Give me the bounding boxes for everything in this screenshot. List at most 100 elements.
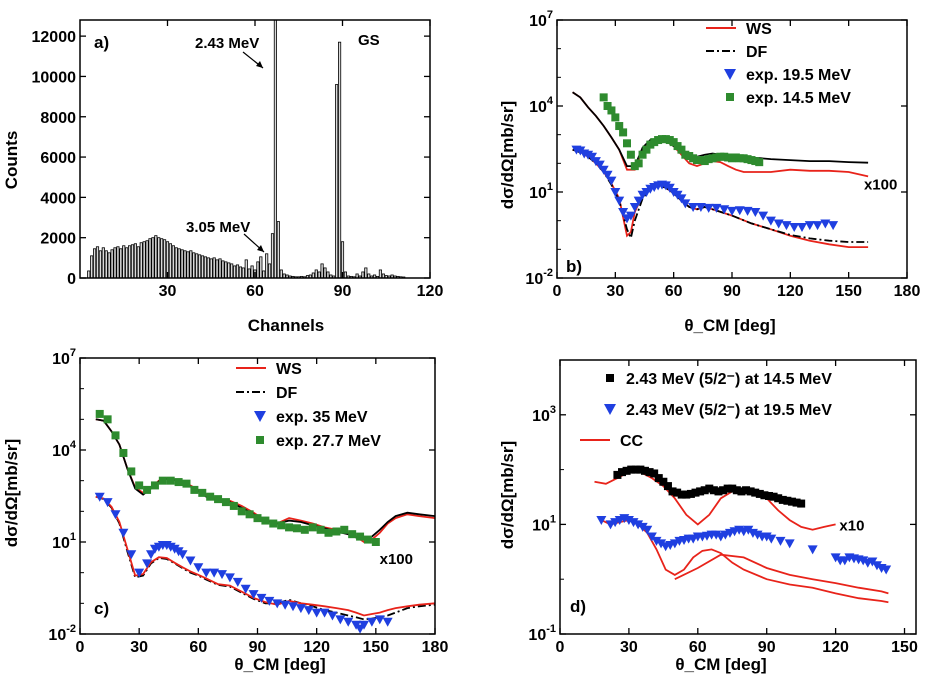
series-4-exp-35-mev-point (110, 510, 121, 520)
panel-c-xlabel: θ_CM [deg] (234, 655, 325, 674)
x-tick-label: 0 (76, 639, 85, 656)
panel-b-ylabel: dσ/dΩ[mb/sr] (498, 101, 517, 209)
series-4-exp-19-5-mev-point (727, 206, 737, 216)
series-4-exp-19-5-mev-point (828, 221, 839, 231)
legend-label: CC (620, 433, 644, 450)
panel-a-ylabel: Counts (2, 131, 21, 190)
legend-label: DF (276, 385, 298, 402)
y-tick-label: 101 (532, 513, 556, 534)
series-3-2-43-mev-5-2-at-14-5-mev-point (631, 465, 640, 474)
y-tick-exponent: 7 (70, 347, 76, 359)
panel-c-label: c) (94, 599, 109, 618)
series-4-2-43-mev-5-2-at-19-5-mev-point (881, 565, 892, 575)
series-3-2-43-mev-5-2-at-14-5-mev-point (650, 469, 659, 478)
bar-channel-67 (273, 19, 277, 279)
bar-channel-39 (192, 252, 196, 279)
series-4-exp-19-5-mev-point (734, 206, 745, 216)
series-4-2-43-mev-5-2-at-19-5-mev-point (839, 556, 850, 566)
bar-channel-20 (136, 246, 140, 279)
series-4-exp-35-mev-point (366, 617, 377, 627)
series-4-exp-35-mev-point (359, 620, 369, 630)
series-2-df-line (572, 148, 869, 243)
series-3-2-43-mev-5-2-at-14-5-mev-point (709, 486, 718, 495)
panel-b-label: b) (566, 257, 582, 276)
annotation-arrowhead (257, 245, 264, 252)
series-5-exp-27-7-mev-point (119, 448, 128, 457)
y-tick-label: 10000 (32, 69, 77, 86)
series-4-exp-19-5-mev-point (742, 206, 753, 216)
bar-channel-83 (320, 263, 324, 279)
series-4-2-43-mev-5-2-at-19-5-mev-point (867, 557, 878, 567)
series-2-line (674, 553, 889, 595)
y-tick-exponent: 1 (550, 513, 556, 525)
legend-label: DF (746, 44, 768, 61)
series-5-exp-27-7-mev-point (135, 481, 144, 490)
series-5-exp-27-7-mev-point (356, 532, 365, 541)
series-5-exp-27-7-mev-point (103, 415, 112, 424)
series-4-exp-19-5-mev-point (633, 196, 644, 206)
bar-channel-32 (171, 245, 175, 279)
series-3-2-43-mev-5-2-at-14-5-mev-point (765, 491, 774, 500)
series-4-2-43-mev-5-2-at-19-5-mev-point (651, 536, 662, 546)
bar-channel-43 (203, 256, 207, 279)
series-4-exp-19-5-mev-point (660, 181, 671, 191)
y-tick-label: 0 (67, 271, 76, 288)
bar-channel-42 (200, 255, 205, 279)
series-4-2-43-mev-5-2-at-19-5-mev-point (784, 539, 795, 549)
x-tick-label: 0 (553, 283, 562, 300)
series-4-exp-35-mev-point (209, 568, 220, 578)
bar-channel-65 (268, 263, 272, 279)
x-tick-label: 30 (130, 639, 148, 656)
bar-channel-15 (122, 245, 126, 279)
bar-channel-56 (241, 267, 245, 279)
bar-channel-19 (133, 243, 137, 279)
panel-c-plot: 0 30 60 90 120 150 180 10-2 101 104 107 x100 WS DF exp… (48, 347, 448, 656)
series-3-2-43-mev-5-2-at-14-5-mev-point (714, 487, 723, 496)
series-5-exp-27-7-mev-point (214, 495, 223, 504)
series-5-exp-14-5-mev-point (755, 158, 764, 167)
bar-channel-103 (378, 269, 382, 279)
bar-channel-8 (101, 247, 105, 279)
x-tick-label: 60 (189, 639, 207, 656)
series-4-exp-19-5-mev-point (789, 223, 800, 233)
series-5-exp-14-5-mev-point (611, 113, 620, 122)
series-5-exp-27-7-mev-point (348, 530, 357, 539)
bar-channel-84 (323, 267, 327, 279)
y-tick-exponent: 1 (547, 181, 553, 193)
y-tick-label: 101 (529, 181, 553, 202)
legend-label: exp. 35 MeV (276, 409, 368, 426)
y-tick-exponent: 4 (547, 95, 554, 107)
series-3-2-43-mev-5-2-at-14-5-mev-point (673, 488, 682, 497)
series-4-exp-35-mev-point (319, 608, 330, 618)
bar-channel-14 (119, 248, 123, 279)
series-5-exp-27-7-mev-point (340, 525, 349, 534)
series-5-exp-27-7-mev-point (182, 479, 191, 488)
bar-channel-24 (148, 238, 152, 279)
x-tick-label: 60 (665, 283, 683, 300)
series-5-exp-14-5-mev-point (634, 159, 643, 168)
series-3-2-43-mev-5-2-at-14-5-mev-point (627, 465, 636, 474)
series-4-exp-19-5-mev-point (719, 205, 730, 215)
panel-b: dσ/dΩ[mb/sr] θ_CM [deg] 0 30 60 90 120 150 180… (498, 9, 920, 335)
series-5-exp-27-7-mev-point (229, 501, 238, 510)
bar-channel-45 (209, 258, 213, 279)
bar-channel-21 (139, 242, 143, 279)
series-5-exp-27-7-mev-point (166, 476, 175, 485)
panel-b-xlabel: θ_CM [deg] (684, 316, 775, 335)
bar-channel-23 (145, 240, 149, 279)
series-4-2-43-mev-5-2-at-19-5-mev-point (596, 516, 607, 526)
series-3-2-43-mev-5-2-at-14-5-mev-point (659, 477, 668, 486)
series-5-exp-14-5-mev-point (607, 106, 616, 115)
annotation-label: x100 (864, 176, 897, 193)
series-5-exp-27-7-mev-point (324, 528, 333, 537)
bar-channel-38 (189, 250, 193, 279)
panel-a: Counts Channels 30 60 90 120 0 2000 4000 6000 80… (2, 19, 443, 335)
y-tick-label: 107 (52, 347, 76, 368)
y-tick-label: 10-2 (525, 267, 553, 288)
bar-channel-89 (338, 41, 342, 279)
series-3-2-43-mev-5-2-at-14-5-mev-point (640, 466, 649, 475)
x-tick-label: 150 (362, 639, 389, 656)
series-4-exp-19-5-mev-point (676, 194, 687, 204)
axes-frame (559, 359, 917, 635)
legend-label: exp. 19.5 MeV (746, 67, 851, 84)
